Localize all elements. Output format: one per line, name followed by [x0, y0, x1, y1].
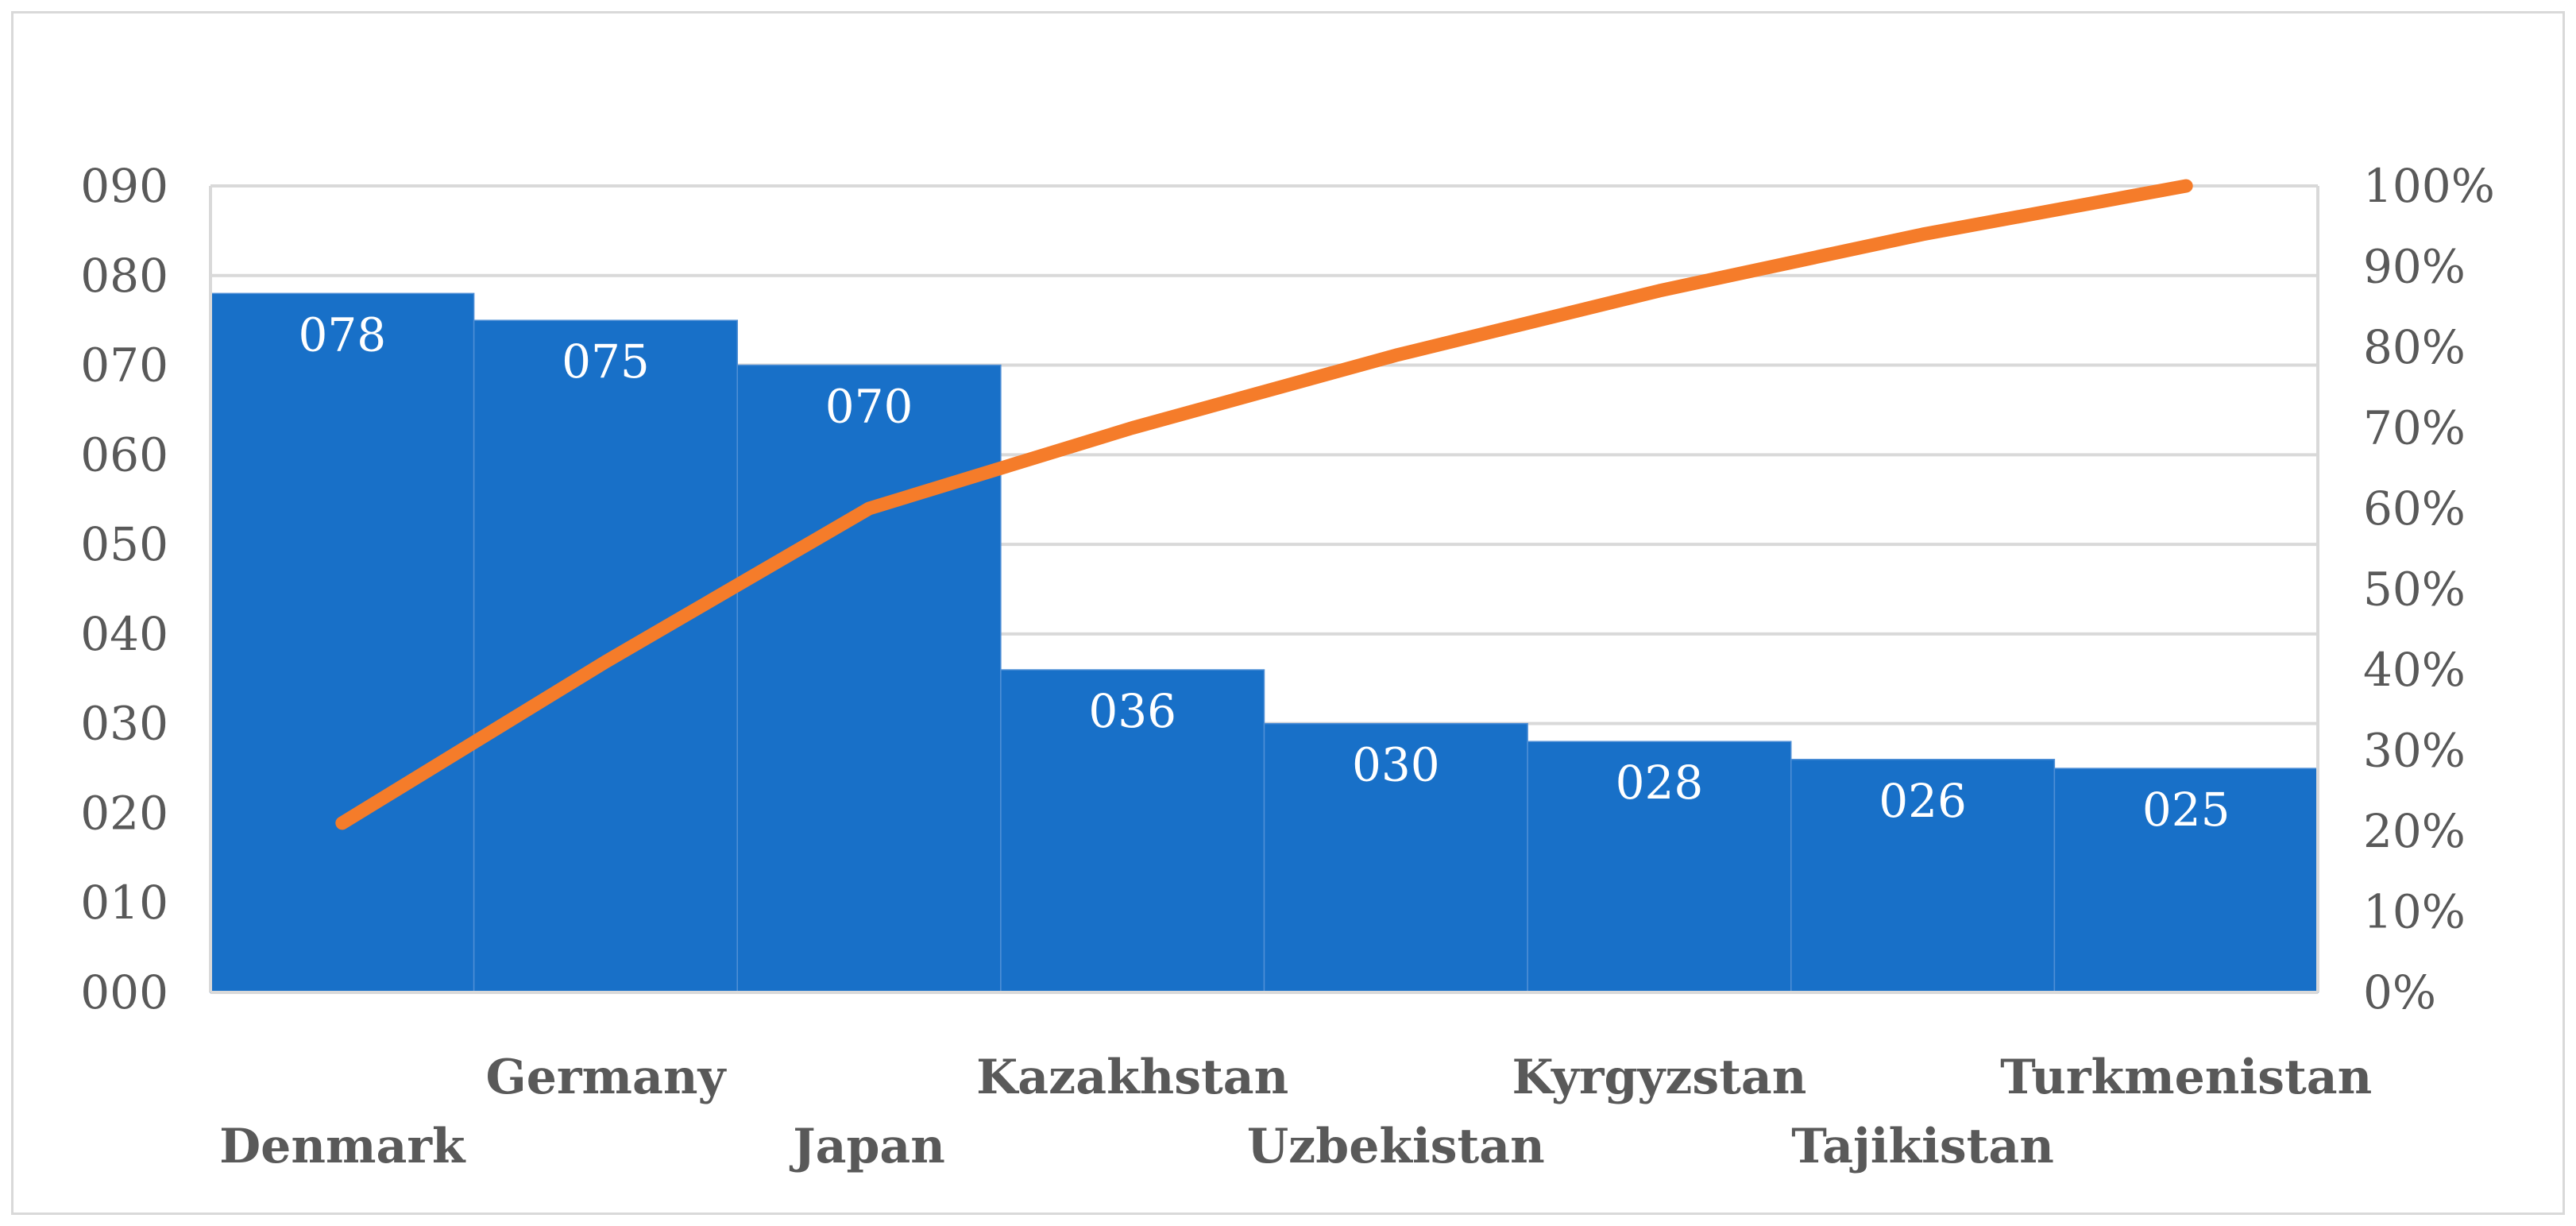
category-label: Germany: [486, 1050, 728, 1105]
bar: [1527, 741, 1792, 993]
left-axis-tick-label: 000: [80, 965, 168, 1019]
right-axis-tick-label: 90%: [2363, 240, 2466, 294]
category-label: Turkmenistan: [2000, 1050, 2372, 1105]
bar: [1263, 722, 1528, 993]
cumulative-point: [2185, 185, 2188, 187]
bar-data-label: 070: [825, 380, 913, 434]
cumulative-point: [1395, 354, 1397, 357]
bar-data-label: 025: [2142, 783, 2230, 837]
right-axis-tick-label: 50%: [2363, 563, 2466, 617]
bar-data-label: 028: [1616, 756, 1704, 810]
left-axis-ticks: 000 010 020 030 040 050 060 070 080 090: [80, 159, 168, 1019]
left-axis-tick-label: 070: [80, 338, 168, 393]
right-axis-tick-label: 0%: [2363, 965, 2436, 1019]
category-label: Tajikistan: [1791, 1119, 2054, 1174]
left-axis-tick-label: 030: [80, 697, 168, 751]
cumulative-point: [604, 660, 607, 663]
bar-data-labels: 078 075 070 036 030 028 026 025: [298, 307, 2230, 837]
right-axis-tick-label: 40%: [2363, 643, 2466, 697]
cumulative-line: [335, 179, 2193, 830]
bar: [1000, 669, 1265, 993]
left-axis-tick-label: 040: [80, 607, 168, 661]
left-axis-tick-label: 080: [80, 249, 168, 303]
axes: [209, 186, 2319, 994]
category-label: Kazakhstan: [976, 1050, 1288, 1105]
bar: [210, 292, 475, 993]
left-axis-tick-label: 020: [80, 786, 168, 840]
right-axis-tick-label: 20%: [2363, 804, 2466, 858]
right-axis-tick-label: 30%: [2363, 724, 2466, 778]
bar: [736, 364, 1002, 993]
bar-data-label: 078: [298, 307, 386, 362]
cumulative-point: [1921, 233, 1924, 235]
left-axis-tick-label: 060: [80, 427, 168, 482]
cumulative-point: [1131, 427, 1134, 429]
bar-data-label: 030: [1352, 738, 1440, 792]
right-axis-tick-label: 70%: [2363, 401, 2466, 455]
right-axis-tick-label: 60%: [2363, 482, 2466, 536]
left-axis-tick-label: 010: [80, 876, 168, 930]
category-label: Kyrgyzstan: [1512, 1050, 1807, 1105]
bar: [1790, 759, 2056, 993]
category-label: Japan: [789, 1119, 945, 1174]
bar-data-label: 026: [1879, 774, 1967, 828]
left-axis-tick-label: 050: [80, 517, 168, 571]
cumulative-point: [868, 508, 871, 509]
bar-data-label: 075: [562, 335, 650, 389]
cumulative-point: [341, 822, 343, 824]
right-axis-tick-label: 10%: [2363, 885, 2466, 939]
right-axis-tick-label: 80%: [2363, 320, 2466, 374]
bar: [2053, 768, 2319, 993]
cumulative-point: [1658, 289, 1660, 292]
category-label: Uzbekistan: [1247, 1119, 1545, 1174]
bars: [210, 292, 2319, 993]
right-axis-tick-label: 100%: [2363, 159, 2495, 213]
category-label: Denmark: [219, 1119, 466, 1174]
cumulative-line-layer: [335, 179, 2193, 830]
category-labels: Denmark Germany Japan Kazakhstan Uzbekistan K…: [219, 1050, 2372, 1174]
right-axis-ticks: 0% 10% 20% 30% 40% 50% 60% 70% 80% 90% 100%: [2363, 159, 2495, 1019]
bar-data-label: 036: [1088, 684, 1176, 738]
left-axis-tick-label: 090: [80, 159, 168, 213]
